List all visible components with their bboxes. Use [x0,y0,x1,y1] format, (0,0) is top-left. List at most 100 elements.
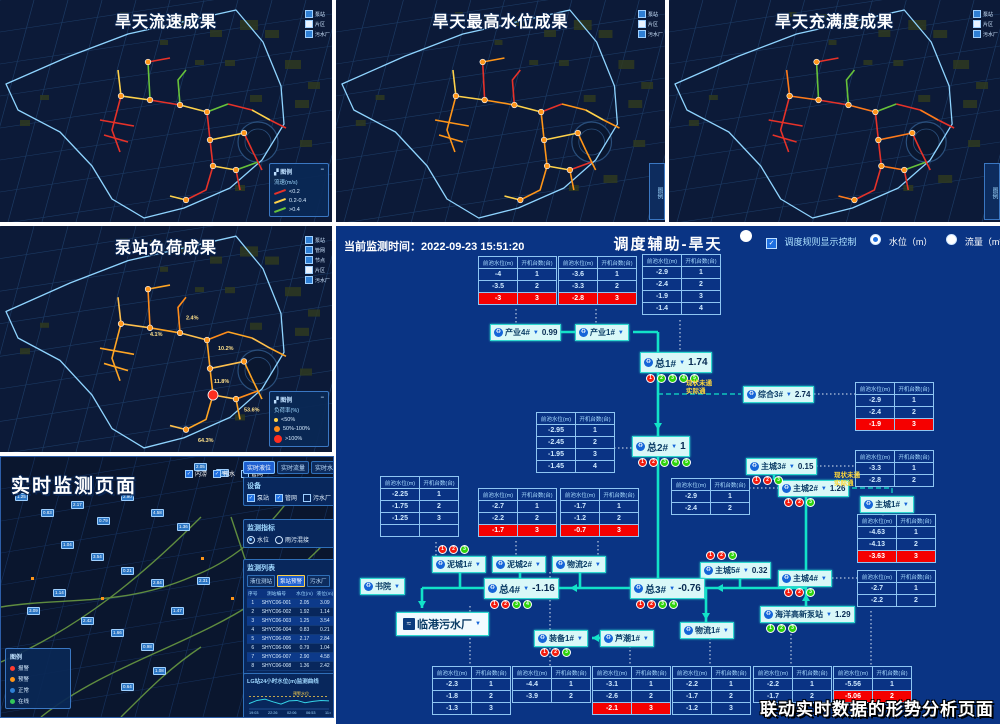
dropdown-caret-icon[interactable]: ▼ [902,501,909,508]
table-row[interactable]: 7 SHYC06-007 2.90 4.58 [247,652,333,662]
dropdown-caret-icon[interactable]: ▼ [576,635,583,642]
collapsed-legend[interactable]: 图例 [984,163,1000,220]
map-station-pill[interactable]: 1.08 [153,667,166,675]
layer-checkbox[interactable]: 片区 [637,20,663,28]
dropdown-caret-icon[interactable]: ▼ [820,575,827,582]
dropdown-caret-icon[interactable]: ▼ [534,561,541,568]
layer-checkbox[interactable]: 泵站 [304,10,330,18]
dropdown-caret-icon[interactable]: ▼ [742,567,749,574]
table-row[interactable]: 1 SHYC06-001 2.05 3.09 [247,598,333,608]
map-station-pill[interactable]: 2.05 [194,463,207,471]
table-row[interactable]: 5 SHYC06-005 2.17 2.84 [247,634,333,644]
map-station-pill[interactable]: 1.04 [61,541,74,549]
treatment-plant-node[interactable]: ≈ 临港污水厂 ▼ [396,612,489,636]
map-canvas[interactable] [669,0,1000,222]
map-station-pill[interactable]: 1.36 [177,523,190,531]
dropdown-caret-icon[interactable]: ▼ [671,443,678,450]
station-node[interactable]: ♻ 总4# ▼ -1.16 [484,578,559,599]
collapsed-legend[interactable]: 图例 [649,163,665,220]
dropdown-caret-icon[interactable]: ▼ [474,561,481,568]
dropdown-caret-icon[interactable]: ▼ [788,463,795,470]
dropdown-caret-icon[interactable]: ▼ [642,635,649,642]
map-station-pill[interactable]: 2.90 [121,493,134,501]
indicator-radio[interactable]: 水位 [247,535,269,544]
indicator-radio[interactable]: 雨污混接 [275,535,309,544]
layer-checkbox[interactable]: 片区 [972,20,998,28]
table-row[interactable]: 8 SHYC06-008 1.36 2.42 [247,661,333,671]
station-node[interactable]: ♻ 泥城2# ▼ [492,556,546,573]
map-station-pill[interactable]: 3.09 [27,607,40,615]
dropdown-caret-icon[interactable]: ▼ [722,627,729,634]
dropdown-caret-icon[interactable]: ▼ [532,329,539,336]
legend-collapse-icon[interactable]: − [320,167,324,173]
station-node[interactable]: ♻ 主城5# ▼ 0.32 [700,562,772,579]
dropdown-caret-icon[interactable]: ▼ [669,585,676,592]
unit-radio-level[interactable]: 水位（m） [870,232,932,250]
map-station-pill[interactable]: 0.79 [97,517,110,525]
station-node[interactable]: ♻ 主城3# ▼ 0.15 [746,458,818,475]
map-station-pill[interactable]: 1.14 [53,589,66,597]
map-canvas[interactable] [336,0,665,222]
map-canvas[interactable] [0,0,332,222]
map-station-pill[interactable]: 0.83 [41,509,54,517]
layer-checkbox[interactable]: 泵站 [304,236,330,244]
map-station-pill[interactable]: 1.47 [171,607,184,615]
layer-checkbox[interactable]: 污水厂 [304,276,330,284]
realtime-tab[interactable]: 实时液位 [243,461,276,474]
map-station-pill[interactable]: 2.31 [197,577,210,585]
layer-checkbox[interactable]: 片区 [304,266,330,274]
map-station-pill[interactable]: 3.54 [91,553,104,561]
unit-radio-flow[interactable]: 流量（m³/s） [946,232,1000,250]
layer-checkbox[interactable]: 污水厂 [304,30,330,38]
realtime-tab[interactable]: 实时流量 [277,461,310,474]
dropdown-caret-icon[interactable]: ▼ [394,583,400,590]
layer-checkbox[interactable]: 污水厂 [972,30,998,38]
dropdown-caret-icon[interactable]: ▼ [475,621,481,627]
map-station-pill[interactable]: 2.17 [71,501,84,509]
dropdown-caret-icon[interactable]: ▼ [785,391,792,398]
table-row[interactable]: 2 SHYC06-002 1.92 1.14 [247,607,333,617]
dropdown-caret-icon[interactable]: ▼ [820,485,827,492]
map-station-pill[interactable]: 0.64 [121,683,134,691]
realtime-tab[interactable]: 实时水质 [311,461,333,474]
station-node[interactable]: ♻ 主城1# ▼ [860,496,914,513]
display-toggle[interactable] [740,230,752,242]
map-layer-checkbox[interactable]: ✓ 排水 [213,469,235,478]
device-checkbox[interactable]: ✓ 泵站 [247,493,269,502]
station-node[interactable]: ♻ 产业1# ▼ [575,324,629,341]
station-node[interactable]: ♻ 海洋高新泵站 ▼ 1.29 [760,606,855,623]
map-station-pill[interactable]: 1.25 [15,493,28,501]
map-station-pill[interactable]: 4.58 [151,509,164,517]
station-node[interactable]: ♻ 泥城1# ▼ [432,556,486,573]
map-station-pill[interactable]: 1.66 [111,629,124,637]
map-station-pill[interactable]: 0.98 [141,643,154,651]
list-filter-button[interactable]: 污水厂 [307,575,330,587]
dropdown-caret-icon[interactable]: ▼ [617,329,624,336]
dropdown-caret-icon[interactable]: ▼ [523,585,530,592]
station-node[interactable]: ♻ 芦潮1# ▼ [600,630,654,647]
device-checkbox[interactable]: 污水厂 [303,493,331,502]
dropdown-caret-icon[interactable]: ▼ [826,611,832,618]
dropdown-caret-icon[interactable]: ▼ [594,561,601,568]
map-canvas[interactable]: 4.1% 2.4% 10.2% 11.8% 53.6% 64.3% [0,226,332,452]
station-node[interactable]: ♻ 总3# ▼ -0.76 [630,578,705,599]
station-node[interactable]: ♻ 综合3# ▼ 2.74 [743,386,815,403]
list-filter-button[interactable]: 液位测站 [247,575,276,587]
map-station-pill[interactable]: 0.21 [121,567,134,575]
table-row[interactable]: 6 SHYC06-006 0.79 1.04 [247,643,333,653]
map-layer-checkbox[interactable]: ✓ 内涝 [185,469,207,478]
legend-collapse-icon[interactable]: − [320,395,324,401]
layer-checkbox[interactable]: 片区 [304,20,330,28]
station-node[interactable]: ♻ 书院 ▼ [360,578,405,595]
layer-checkbox[interactable]: 泵站 [637,10,663,18]
station-node[interactable]: ♻ 主城4# ▼ [778,570,832,587]
layer-checkbox[interactable]: 管网 [304,246,330,254]
station-node[interactable]: ♻ 产业4# ▼ 0.99 [490,324,562,341]
station-node[interactable]: ♻ 总2# ▼ 1 [632,436,690,457]
station-node[interactable]: ♻ 装备1# ▼ [534,630,588,647]
station-node[interactable]: ♻ 总1# ▼ 1.74 [640,352,712,373]
table-row[interactable]: 4 SHYC06-004 0.83 0.21 [247,625,333,635]
station-node[interactable]: ♻ 物流1# ▼ [680,622,734,639]
device-checkbox[interactable]: ✓ 管网 [275,493,297,502]
table-row[interactable]: 3 SHYC06-003 1.25 3.54 [247,616,333,626]
